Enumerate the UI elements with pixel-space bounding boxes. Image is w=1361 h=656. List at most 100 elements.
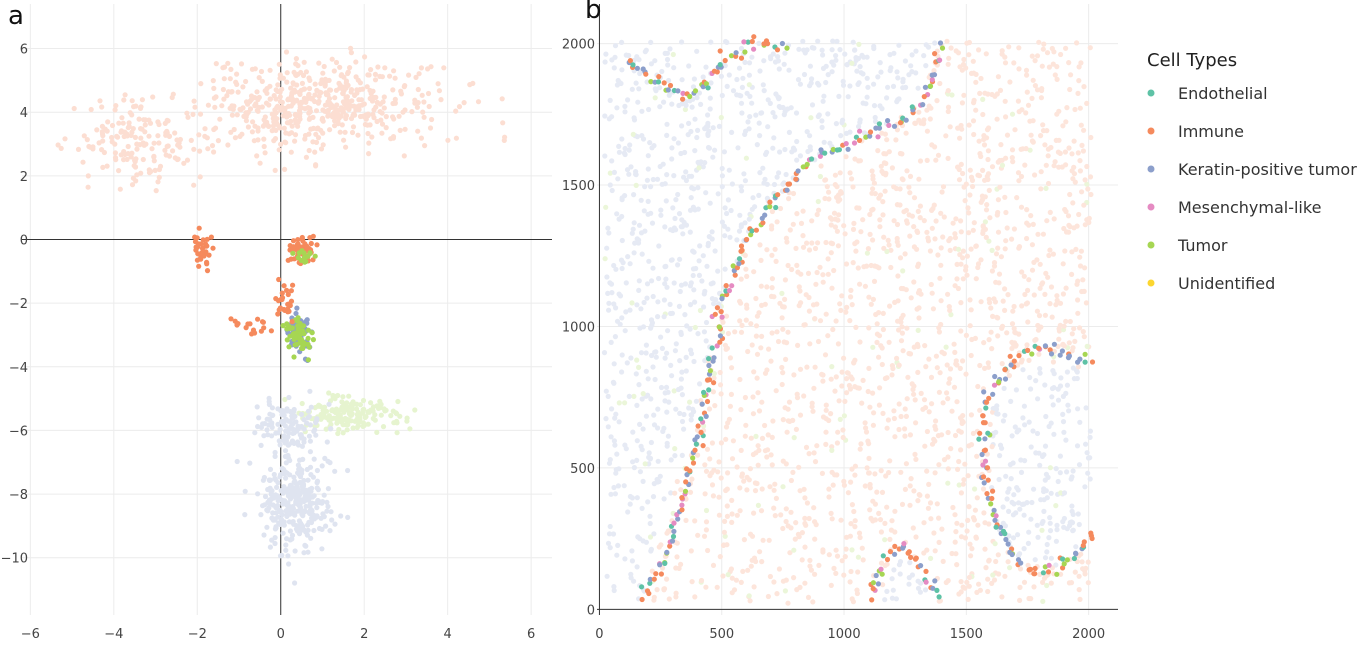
spatial-point — [734, 92, 740, 98]
umap-point — [105, 119, 111, 125]
spatial-point — [651, 531, 657, 537]
legend-item[interactable]: Immune — [1147, 122, 1245, 141]
umap-point — [284, 321, 290, 327]
umap-point — [396, 113, 402, 119]
umap-point — [227, 76, 233, 82]
spatial-point — [776, 566, 783, 572]
spatial-point — [754, 351, 761, 357]
boundary-point — [875, 581, 882, 587]
spatial-point — [1039, 63, 1045, 69]
umap-point — [99, 104, 105, 110]
umap-point — [286, 131, 292, 137]
legend-item[interactable]: Unidentified — [1147, 274, 1276, 293]
spatial-point — [934, 501, 940, 507]
spatial-point — [663, 384, 670, 390]
umap-point — [272, 453, 278, 459]
spatial-point — [1010, 159, 1016, 165]
umap-point — [331, 408, 337, 414]
legend-item[interactable]: Endothelial — [1147, 84, 1268, 103]
boundary-point — [643, 71, 649, 77]
umap-point — [220, 86, 226, 93]
spatial-point — [1044, 50, 1051, 56]
spatial-point — [868, 515, 874, 522]
spatial-point — [717, 382, 724, 388]
umap-point — [62, 136, 68, 142]
spatial-point — [800, 244, 807, 250]
spatial-point — [665, 328, 671, 334]
umap-point — [375, 405, 382, 411]
umap-point — [286, 519, 292, 525]
umap-point — [327, 87, 334, 93]
spatial-point — [828, 376, 834, 382]
spatial-point — [948, 312, 954, 318]
spatial-point — [657, 85, 663, 91]
spatial-point — [613, 470, 619, 476]
legend-item[interactable]: Mesenchymal-like — [1147, 198, 1322, 217]
umap-point — [372, 417, 378, 423]
umap-point — [333, 59, 340, 66]
spatial-point — [1047, 301, 1053, 307]
spatial-point — [1006, 486, 1012, 492]
legend-item[interactable]: Keratin-positive tumor — [1147, 160, 1358, 179]
spatial-point — [747, 93, 753, 99]
umap-point — [272, 107, 278, 113]
umap-point — [142, 122, 148, 128]
panel-b-points — [601, 34, 1096, 606]
spatial-point — [952, 349, 958, 355]
spatial-point — [644, 295, 650, 301]
spatial-point — [1004, 225, 1010, 231]
spatial-point — [644, 79, 650, 85]
legend-item[interactable]: Tumor — [1147, 236, 1228, 255]
spatial-point — [1077, 158, 1083, 164]
spatial-point — [602, 113, 608, 119]
umap-point — [240, 84, 246, 90]
spatial-point — [1018, 469, 1025, 475]
boundary-point — [657, 562, 663, 568]
boundary-point — [693, 441, 700, 447]
spatial-point — [679, 369, 685, 375]
spatial-point — [954, 261, 960, 267]
spatial-point — [1036, 351, 1042, 357]
umap-point — [162, 120, 168, 126]
spatial-point — [1024, 235, 1030, 242]
spatial-point — [661, 586, 667, 592]
umap-point — [310, 494, 316, 500]
spatial-point — [871, 45, 877, 52]
umap-point — [283, 542, 289, 548]
umap-point — [298, 69, 304, 76]
umap-point — [280, 408, 286, 414]
spatial-point — [828, 411, 834, 417]
panel-b-label: b — [585, 0, 602, 25]
spatial-point — [774, 329, 780, 335]
spatial-point — [603, 204, 609, 210]
umap-point — [177, 144, 183, 150]
boundary-point — [876, 121, 883, 127]
spatial-point — [650, 176, 656, 183]
spatial-point — [780, 181, 786, 187]
boundary-point — [892, 551, 898, 557]
spatial-point — [1003, 473, 1009, 479]
spatial-point — [948, 446, 954, 452]
spatial-point — [612, 43, 619, 49]
spatial-point — [606, 531, 613, 537]
spatial-point — [686, 120, 692, 126]
spatial-point — [719, 184, 725, 190]
umap-point — [209, 143, 216, 149]
spatial-point — [1038, 186, 1044, 192]
spatial-point — [797, 288, 803, 294]
umap-point — [276, 276, 282, 283]
umap-point — [314, 514, 320, 520]
umap-point — [352, 92, 358, 98]
y-tick-label: 500 — [570, 462, 595, 477]
spatial-point — [616, 79, 623, 85]
spatial-point — [722, 233, 728, 239]
spatial-point — [877, 103, 883, 109]
umap-point — [295, 237, 301, 243]
spatial-point — [672, 453, 678, 459]
spatial-point — [1077, 168, 1083, 174]
spatial-point — [654, 476, 660, 483]
spatial-point — [687, 489, 694, 495]
spatial-point — [974, 453, 980, 459]
spatial-point — [840, 78, 846, 84]
boundary-point — [936, 594, 942, 600]
